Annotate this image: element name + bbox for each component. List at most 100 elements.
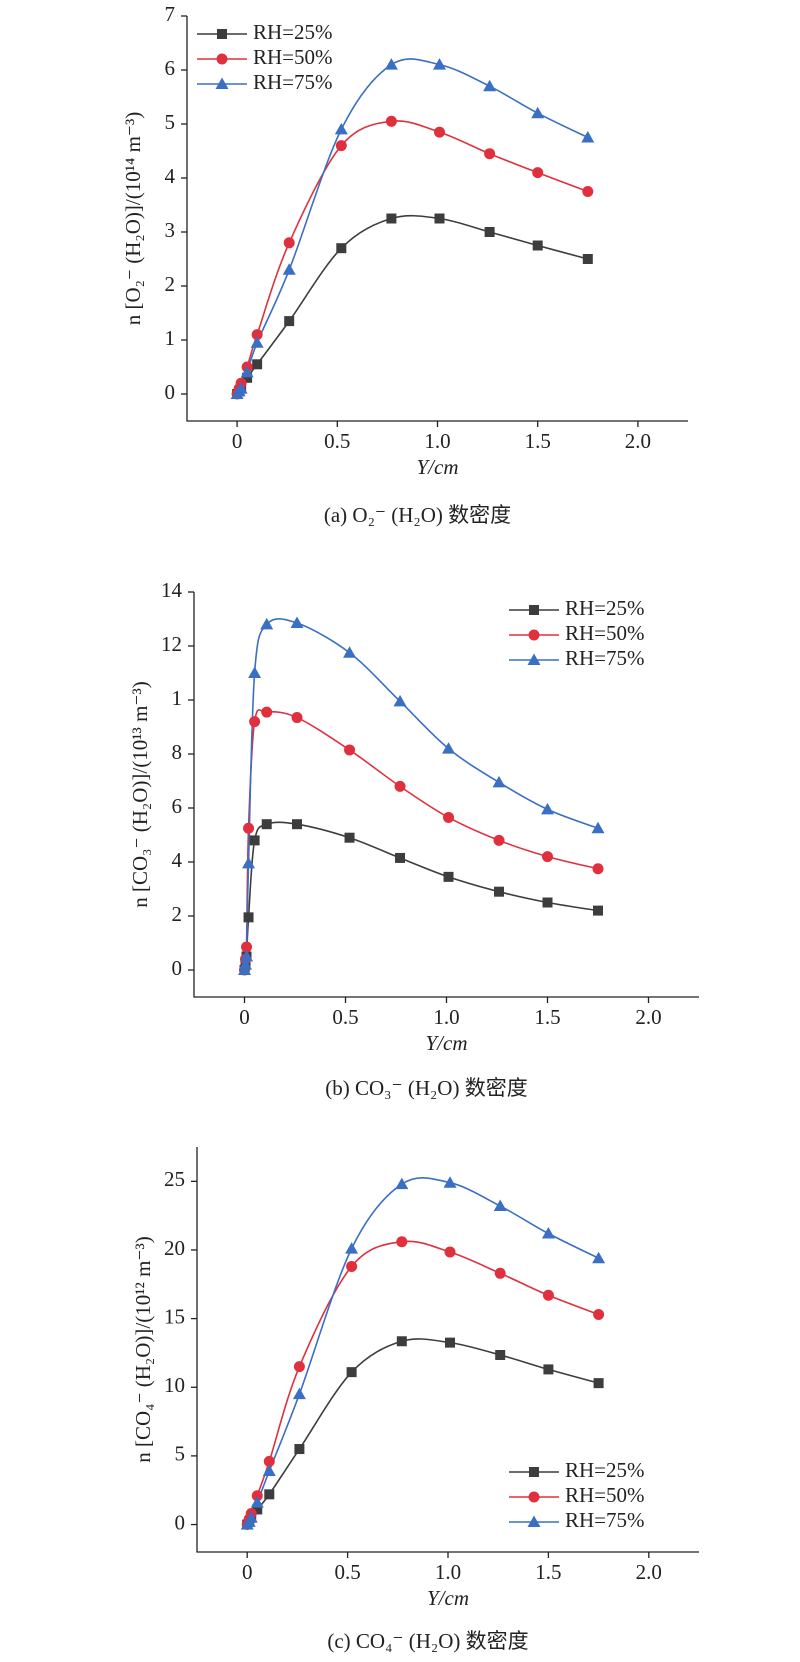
marker (252, 1504, 263, 1515)
marker (582, 254, 593, 264)
y-tick-label: 3 (165, 218, 176, 242)
marker (284, 316, 295, 327)
marker (385, 115, 397, 127)
x-axis-label: Y/cm (426, 1031, 468, 1055)
marker (344, 832, 355, 843)
x-tick-label: 1.5 (525, 429, 551, 453)
marker (261, 819, 272, 830)
axes (186, 16, 688, 422)
marker (591, 821, 605, 834)
y-tick-label: 12 (161, 632, 182, 656)
legend-label: RH=50% (253, 45, 333, 69)
series-line (246, 1240, 599, 1525)
marker (543, 1364, 554, 1375)
marker (386, 213, 397, 224)
marker (395, 1177, 409, 1190)
chart: 0 1 2 3 4 5 6 7 0 0.5 1.0 1.5 2.0 Y/cm n [O₂⁻ (H₂O)]/(… (121, 2, 688, 527)
marker (494, 1267, 506, 1279)
marker (593, 905, 603, 916)
y-tick-label: 7 (165, 2, 176, 26)
series-line (243, 618, 599, 971)
marker (444, 1246, 456, 1258)
y-tick-label: 2 (165, 272, 176, 296)
y-tick-label: 1 (165, 326, 176, 350)
marker (215, 77, 229, 89)
marker (484, 148, 496, 160)
legend-label: RH=50% (565, 621, 645, 645)
marker (249, 716, 261, 728)
y-axis-label: n [CO₄⁻ (H₂O)]/(10¹² m⁻³) (131, 1236, 155, 1463)
y-tick-label: 2 (172, 902, 183, 926)
marker (291, 712, 303, 724)
chart: 0 5 10 15 20 25 0 0.5 1.0 1.5 2.0 Y/cm n [CO₄⁻ (H₂O)… (131, 1147, 699, 1653)
marker (243, 912, 254, 923)
marker (529, 605, 539, 615)
marker (443, 811, 455, 823)
x-tick-label: 0.5 (324, 429, 350, 453)
marker (251, 329, 263, 341)
y-tick-label: 10 (164, 1373, 185, 1397)
marker (484, 227, 495, 237)
marker (483, 79, 497, 92)
marker (335, 140, 347, 152)
x-axis-label: Y/cm (427, 1586, 469, 1610)
series-line (243, 709, 599, 971)
x-tick-label: 0 (239, 1005, 250, 1029)
marker (240, 950, 254, 962)
y-tick-label: 20 (164, 1236, 185, 1260)
marker (346, 1367, 357, 1378)
y-tick-label: 4 (172, 848, 183, 872)
x-tick-label: 0 (242, 1560, 253, 1584)
marker (262, 1464, 276, 1476)
series-line (236, 58, 589, 395)
x-tick-label: 2.0 (636, 1560, 662, 1584)
marker (493, 1199, 507, 1212)
x-tick-label: 2.0 (625, 429, 651, 453)
marker (434, 213, 445, 224)
x-tick-label: 1.5 (534, 1005, 560, 1029)
marker (283, 237, 295, 249)
marker (334, 122, 348, 135)
marker (242, 856, 256, 869)
marker (393, 694, 407, 707)
marker (527, 653, 541, 665)
x-tick-label: 0.5 (332, 1005, 358, 1029)
y-axis-label: n [O₂⁻ (H₂O)]/(10¹⁴ m⁻³) (121, 112, 145, 326)
y-tick-label: 15 (164, 1304, 185, 1328)
marker (263, 1455, 275, 1467)
marker (248, 666, 262, 678)
marker (492, 775, 506, 788)
marker (529, 1467, 539, 1477)
axes (193, 592, 699, 998)
legend-label: RH=75% (253, 70, 333, 94)
marker (394, 780, 406, 792)
marker (336, 243, 347, 254)
marker (542, 897, 553, 908)
y-axis-label: n [CO₃⁻ (H₂O)]/(10¹³ m⁻³) (128, 681, 152, 908)
marker (243, 822, 255, 834)
marker (396, 1236, 408, 1248)
marker (217, 29, 227, 39)
legend-label: RH=25% (253, 20, 333, 44)
y-tick-label: 5 (165, 110, 176, 134)
x-tick-label: 2.0 (635, 1005, 661, 1029)
marker (542, 851, 553, 863)
marker (264, 1489, 275, 1500)
y-tick-label: 0 (165, 380, 176, 404)
x-tick-label: 1.5 (535, 1560, 561, 1584)
y-tick-label: 8 (172, 740, 183, 764)
y-tick-label: 25 (164, 1167, 185, 1191)
marker (384, 58, 398, 70)
marker (395, 852, 406, 863)
marker (531, 106, 545, 119)
marker (593, 1378, 604, 1389)
x-tick-label: 0.5 (334, 1560, 360, 1584)
marker (592, 863, 604, 875)
marker (396, 1336, 407, 1347)
marker (234, 382, 248, 394)
marker (241, 941, 253, 953)
marker (528, 1491, 540, 1503)
axes (196, 1147, 699, 1553)
